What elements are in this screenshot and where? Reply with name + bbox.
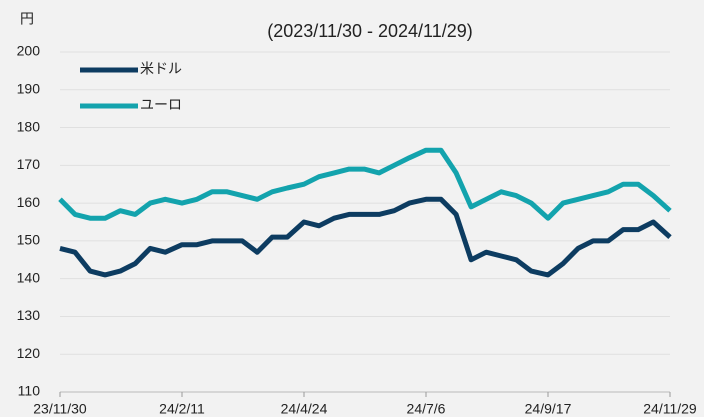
y-tick-label: 120 [17,345,41,361]
x-tick-label: 24/11/29 [643,401,697,417]
x-tick-label: 24/4/24 [281,401,328,417]
y-tick-label: 140 [17,269,41,285]
y-tick-label: 190 [17,80,41,96]
series-line [59,196,672,278]
x-tick-label: 24/7/6 [407,401,446,417]
y-tick-label: 170 [17,156,41,172]
series-line [58,147,672,221]
y-tick-label: 200 [17,43,41,59]
chart-title: (2023/11/30 - 2024/11/29) [267,21,473,41]
y-tick-label: 180 [17,118,41,134]
y-axis-label: 円 [20,11,34,27]
x-tick-label: 24/2/11 [159,401,205,417]
x-tick-label: 23/11/30 [33,401,87,417]
x-tick-label: 24/9/17 [525,401,572,417]
legend-label: ユーロ [140,97,182,113]
y-tick-label: 160 [17,194,41,210]
legend-label: 米ドル [140,61,182,77]
y-tick-label: 150 [17,232,41,248]
y-tick-label: 110 [18,383,41,399]
y-tick-label: 130 [17,307,41,323]
